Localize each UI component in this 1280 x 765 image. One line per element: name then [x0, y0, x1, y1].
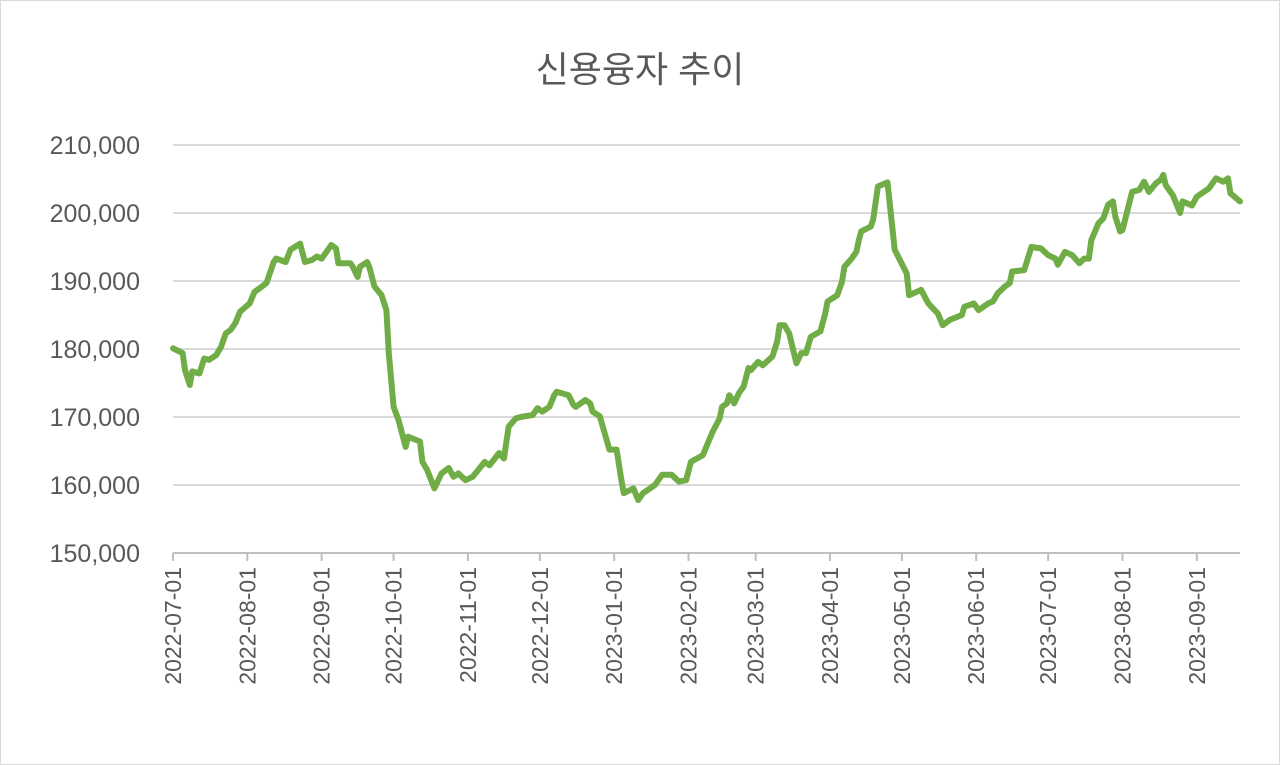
- y-tick-label: 200,000: [50, 200, 140, 228]
- x-tick-label: 2023-09-01: [1184, 567, 1210, 685]
- y-axis: 150,000 160,000 170,000 180,000 190,000 200,0…: [50, 132, 140, 568]
- x-tick-label: 2023-04-01: [817, 567, 843, 685]
- y-tick-label: 180,000: [50, 336, 140, 364]
- x-tick-label: 2023-03-01: [743, 567, 769, 685]
- gridlines: [173, 144, 1240, 554]
- y-tick-label: 190,000: [50, 268, 140, 296]
- y-tick-label: 150,000: [50, 540, 140, 568]
- series-group: [170, 171, 1243, 503]
- x-axis: 2022-07-01 2022-08-01 2022-09-01 2022-10-01…: [160, 553, 1210, 685]
- x-tick-label: 2022-11-01: [455, 567, 481, 683]
- x-tick-label: 2023-02-01: [676, 567, 702, 685]
- x-tick-label: 2022-12-01: [527, 567, 553, 685]
- x-tick-label: 2023-08-01: [1110, 567, 1136, 685]
- x-tick-label: 2023-05-01: [889, 567, 915, 685]
- x-tick-label: 2022-09-01: [309, 567, 335, 685]
- x-tick-label: 2022-07-01: [160, 567, 186, 685]
- series-line: [170, 171, 1243, 503]
- x-tick-label: 2022-10-01: [381, 567, 407, 685]
- chart-title: 신용융자 추이: [536, 49, 745, 90]
- x-tick-label: 2022-08-01: [234, 567, 260, 685]
- y-tick-label: 210,000: [50, 132, 140, 160]
- y-tick-label: 160,000: [50, 472, 140, 500]
- x-tick-label: 2023-01-01: [601, 567, 627, 685]
- x-tick-label: 2023-07-01: [1035, 567, 1061, 685]
- x-tick-label: 2023-06-01: [963, 567, 989, 685]
- y-tick-label: 170,000: [50, 404, 140, 432]
